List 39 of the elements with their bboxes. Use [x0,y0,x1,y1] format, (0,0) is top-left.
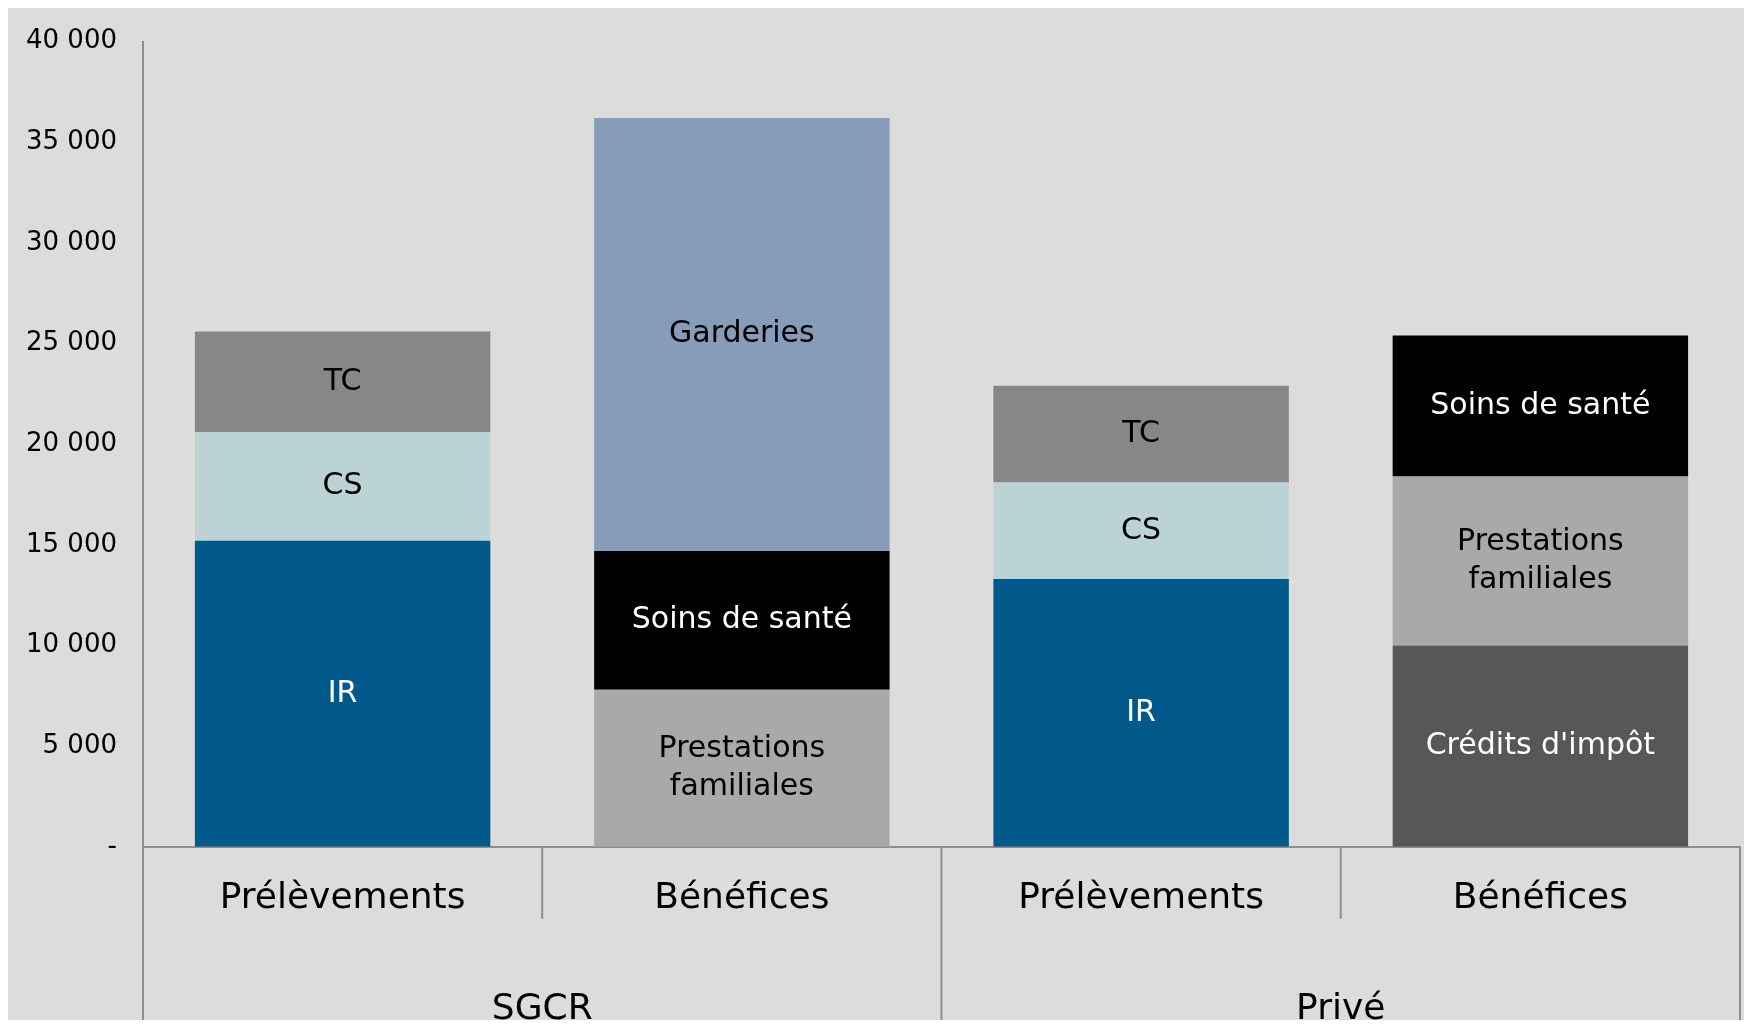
x-tick-label: Prélèvements [1018,874,1264,916]
text: SGCR [491,986,593,1028]
y-tick-label: 40 000 [25,24,117,55]
text: Soins de santé [631,600,852,636]
series-label: CS [1121,510,1162,546]
series-label: Crédits d'impôt [1425,725,1656,761]
series-label: TC [1121,413,1160,449]
y-tick-label: 35 000 [25,125,117,155]
text: Privé [1296,986,1386,1028]
y-tick-label: 25 000 [25,326,117,357]
y-tick-label: - [107,829,117,860]
text: IR [327,673,358,709]
x-tick-label: Prélèvements [219,874,466,916]
y-tick-label: 30 000 [25,225,117,256]
bar [194,331,491,433]
series-label: Prestations familiales [658,729,826,803]
bar [194,540,491,847]
bar [194,432,491,541]
bar [594,118,890,551]
series-label: Soins de santé [1430,385,1651,421]
y-tick-label: 20 000 [25,426,117,457]
series-label: Garderies [669,314,815,350]
text: CS [322,466,363,502]
x-tick-label: Bénéfices [1452,874,1628,916]
bar [1392,645,1689,847]
y-tick-label: 5 000 [42,728,117,759]
bar [1392,335,1689,477]
bar [594,689,890,847]
bar [993,482,1289,580]
y-tick-label: 15 000 [25,527,117,558]
y-tick-label: 10 000 [25,628,117,659]
bar [993,579,1289,847]
bar [1392,476,1689,646]
text: TC [323,361,362,397]
bar [594,550,890,690]
x-tick-label: Bénéfices [654,874,830,916]
series-label: IR [1126,692,1156,728]
bar [993,385,1289,483]
text: Prestations familiales [1457,521,1624,595]
